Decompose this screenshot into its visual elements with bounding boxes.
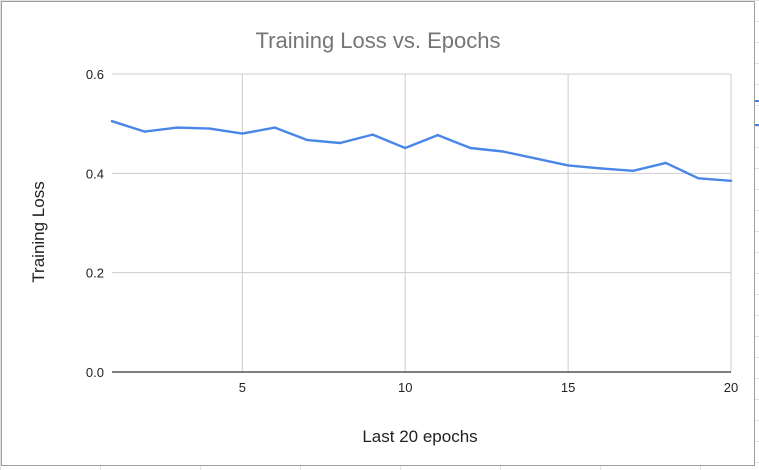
x-tick-label: 10 bbox=[398, 380, 412, 395]
data-point[interactable] bbox=[436, 133, 439, 137]
data-point[interactable] bbox=[175, 126, 179, 129]
tick-labels: 0.0 0.2 0.4 0.6 5 10 15 20 bbox=[86, 67, 738, 395]
data-point[interactable] bbox=[110, 119, 114, 123]
y-tick-label: 0.2 bbox=[86, 266, 104, 281]
data-point[interactable] bbox=[241, 132, 244, 135]
x-tick-label: 5 bbox=[239, 380, 246, 395]
y-tick-label: 0.6 bbox=[86, 67, 104, 82]
data-point[interactable] bbox=[534, 157, 537, 160]
adjacent-chart-edge-mark bbox=[755, 124, 759, 126]
data-point[interactable] bbox=[306, 138, 309, 142]
y-tick-label: 0.0 bbox=[86, 365, 104, 380]
data-point[interactable] bbox=[664, 161, 668, 165]
gridlines bbox=[112, 73, 732, 372]
data-point[interactable] bbox=[143, 130, 146, 133]
data-point[interactable] bbox=[338, 141, 342, 145]
data-point[interactable] bbox=[632, 169, 635, 173]
line-chart: 0.0 0.2 0.4 0.6 5 10 15 20 Training Loss vs. Ep… bbox=[29, 28, 738, 446]
data-point[interactable] bbox=[501, 150, 505, 153]
chart-title: Training Loss vs. Epochs bbox=[256, 28, 501, 53]
data-point[interactable] bbox=[208, 127, 211, 130]
x-tick-label: 15 bbox=[561, 380, 575, 395]
y-tick-label: 0.4 bbox=[86, 166, 104, 181]
adjacent-chart-edge-mark bbox=[755, 100, 759, 102]
data-point[interactable] bbox=[697, 177, 700, 180]
series-layer bbox=[110, 119, 733, 183]
data-point[interactable] bbox=[729, 179, 733, 182]
series-line[interactable] bbox=[110, 119, 733, 183]
data-point[interactable] bbox=[566, 164, 570, 167]
data-point[interactable] bbox=[404, 146, 407, 150]
x-tick-label: 20 bbox=[724, 380, 738, 395]
data-point[interactable] bbox=[599, 167, 602, 170]
x-axis-label: Last 20 epochs bbox=[362, 427, 477, 446]
data-point[interactable] bbox=[469, 146, 472, 150]
y-axis-label: Training Loss bbox=[29, 181, 48, 282]
data-point[interactable] bbox=[273, 126, 277, 129]
data-point[interactable] bbox=[371, 133, 374, 136]
